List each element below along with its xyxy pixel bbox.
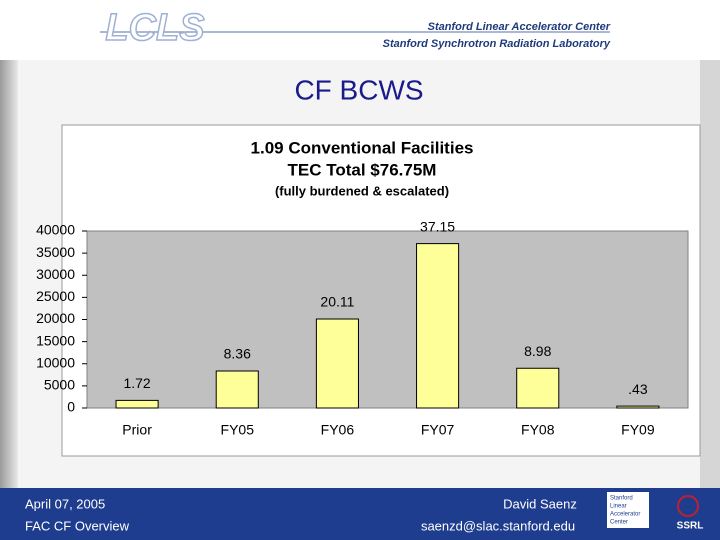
footer-topic: FAC CF Overview (25, 518, 130, 533)
x-tick-label: FY07 (421, 422, 455, 438)
slide-title: CF BCWS (294, 74, 423, 105)
y-tick-label: 40000 (36, 222, 75, 238)
footer-date: April 07, 2005 (25, 496, 105, 511)
value-label: 37.15 (420, 218, 455, 234)
footer-logo (607, 492, 649, 528)
chart-subtitle: TEC Total $76.75M (288, 160, 437, 179)
y-tick-label: 5000 (44, 377, 75, 393)
footer-logo-text: Accelerator (610, 512, 640, 518)
x-tick-label: FY09 (621, 422, 655, 438)
footer-logo-text: Center (610, 520, 628, 526)
y-tick-label: 15000 (36, 332, 75, 348)
y-tick-label: 25000 (36, 288, 75, 304)
y-tick-label: 30000 (36, 266, 75, 282)
x-tick-label: Prior (122, 422, 152, 438)
value-label: 1.72 (123, 375, 150, 391)
bar (516, 367, 560, 409)
chart-note: (fully burdened & escalated) (275, 183, 449, 198)
header-band (0, 0, 720, 60)
lab-name: Stanford Synchrotron Radiation Laborator… (383, 38, 611, 50)
x-tick-label: FY08 (521, 422, 555, 438)
bar (215, 370, 259, 409)
plot-area (86, 230, 689, 409)
y-tick-label: 35000 (36, 244, 75, 260)
logo: LCLS (105, 7, 204, 49)
footer-logo-text: Linear (610, 504, 627, 510)
footer-logo-text: Stanford (610, 496, 633, 502)
footer-email: saenzd@slac.stanford.edu (421, 518, 575, 533)
value-label: .43 (628, 381, 648, 397)
lab-name: Stanford Linear Accelerator Center (428, 21, 611, 33)
y-tick-label: 20000 (36, 310, 75, 326)
x-tick-label: FY06 (321, 422, 355, 438)
x-tick-label: FY05 (221, 422, 255, 438)
slide-edge (700, 60, 720, 490)
value-label: 8.36 (224, 346, 251, 362)
footer-author: David Saenz (503, 496, 577, 511)
bar (616, 405, 660, 409)
y-tick-label: 0 (67, 399, 75, 415)
y-tick-label: 10000 (36, 354, 75, 370)
bar (315, 318, 359, 409)
footer-band (0, 488, 720, 540)
bar (115, 399, 159, 409)
chart-title: 1.09 Conventional Facilities (251, 138, 474, 157)
bar (416, 243, 460, 409)
footer-ssrl: SSRL (677, 521, 704, 532)
slide-edge (0, 60, 18, 490)
value-label: 8.98 (524, 343, 551, 359)
footer-ring (677, 495, 699, 517)
value-label: 20.11 (320, 294, 354, 310)
